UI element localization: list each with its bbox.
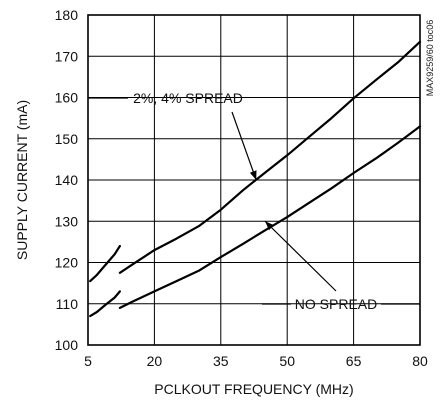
y-tick-label: 170 [55, 48, 79, 64]
grid [88, 15, 420, 345]
annotation-arrowhead [249, 170, 257, 180]
y-tick-label: 180 [55, 7, 79, 23]
x-tick-label: 35 [213, 353, 229, 369]
annotation-arrow [231, 111, 257, 181]
x-tick-label: 5 [84, 353, 92, 369]
y-tick-label: 110 [56, 296, 79, 312]
x-tick-label: 50 [279, 353, 295, 369]
y-tick-label: 130 [55, 213, 79, 229]
x-tick-label: 20 [147, 353, 163, 369]
annotation-arrow [264, 220, 337, 292]
series-line-spread [89, 244, 121, 283]
y-tick-label: 150 [55, 131, 79, 147]
series-line-spread [118, 40, 422, 274]
annotation-label-no-spread: NO SPREAD [295, 296, 377, 312]
y-tick-label: 120 [55, 255, 79, 271]
y-tick-label: 100 [55, 337, 79, 353]
series-line-no-spread [89, 290, 121, 318]
tick-labels: 5 20 35 50 65 80 100 110 120 130 140 150 160 170 180 [55, 7, 428, 369]
y-tick-label: 140 [55, 172, 79, 188]
annotation-label-spread: 2%, 4% SPREAD [133, 90, 243, 106]
plot-frame [87, 14, 421, 346]
x-axis-title: PCLKOUT FREQUENCY (MHz) [154, 381, 353, 397]
part-number-note: MAX9259/60 toc06 [425, 20, 435, 97]
y-axis-title: SUPPLY CURRENT (mA) [14, 100, 30, 260]
annotation-arrowhead [265, 221, 274, 231]
x-tick-label: 80 [412, 353, 428, 369]
series-lines [89, 40, 422, 318]
annotations: 2%, 4% SPREAD NO SPREAD [88, 90, 420, 312]
series-line-no-spread [118, 125, 422, 309]
y-tick-label: 160 [55, 90, 79, 106]
x-tick-label: 65 [346, 353, 362, 369]
